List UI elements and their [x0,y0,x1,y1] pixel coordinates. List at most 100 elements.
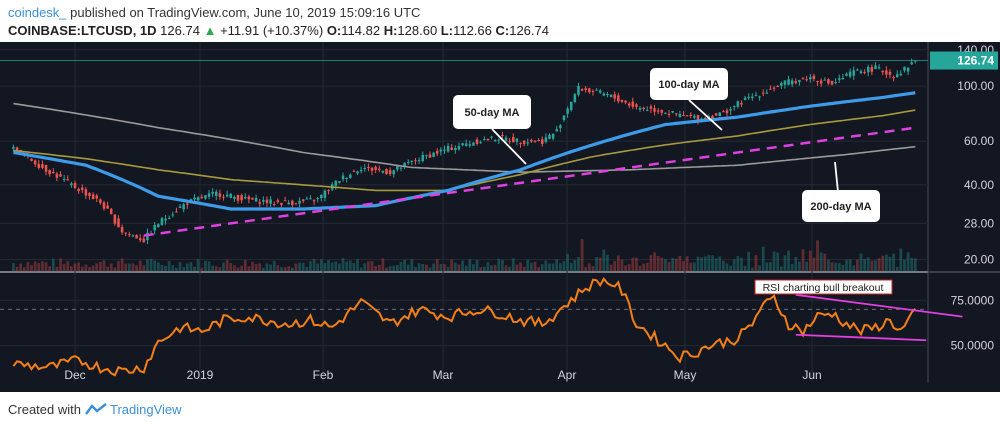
candle-body [722,111,725,113]
volume-bar [725,263,729,271]
volume-bar [696,256,700,271]
volume-bar [345,261,349,271]
volume-bar [182,267,186,271]
volume-bar [309,261,312,271]
candle-body [830,80,834,85]
volume-bar [305,266,309,271]
volume-bar [19,263,23,271]
candle-body [135,234,138,239]
candle-body [12,146,15,149]
candle-body [877,67,881,69]
candle-body [682,115,685,117]
volume-bar [555,259,559,271]
price-tick-label: 100.00 [957,79,994,93]
candle-body [501,135,504,137]
brand-name[interactable]: coindesk_ [8,5,67,20]
candle-body [128,234,131,236]
volume-bar [645,262,649,271]
volume-bar [493,264,497,271]
candle-body [160,218,164,225]
published-text: published on TradingView.com, June 10, 2… [70,5,421,20]
candle-body [740,102,743,105]
candle-body [559,125,562,129]
candle-body [73,182,77,188]
volume-bar [214,266,218,271]
volume-bar [475,259,479,271]
candle-body [421,154,424,161]
volume-bar [627,264,631,271]
candle-body [95,195,99,199]
candle-body [356,171,359,174]
volume-bar [283,267,287,271]
candle-body [381,170,385,173]
volume-bar [44,262,48,271]
candle-body [493,140,497,142]
volume-bar [772,251,776,271]
tradingview-link[interactable]: TradingView [110,402,182,417]
volume-bar [721,260,725,271]
volume-bar [584,267,588,271]
volume-bar [881,255,885,271]
volume-bar [88,267,91,271]
candle-body [109,208,113,214]
candle-body [848,71,852,77]
candle-body [718,112,721,117]
volume-bar [243,260,247,271]
rsi-support-line [795,333,927,342]
rsi-callout-box [754,279,893,295]
ma50-callout-label: 50-day MA [464,107,519,119]
open-value: 114.82 [341,23,381,38]
volume-bar [229,263,233,271]
volume-bar [888,256,892,271]
candle-body [124,232,127,234]
candle-body [566,108,569,114]
volume-bar [142,265,146,271]
volume-bar [280,267,283,271]
candle-body [816,80,819,83]
candle-body [99,199,102,203]
volume-bar [341,258,345,271]
rsi-tick-label: 50.0000 [951,339,995,353]
volume-bar [729,265,732,271]
candle-body [798,80,801,83]
candle-body [30,158,33,161]
chart-area[interactable]: 20.00 28.00 40.00 60.00 100.00 140.00 126.74 50… [0,42,1000,392]
volume-bar [22,267,26,271]
volume-bar [703,256,707,271]
chart-svg[interactable]: 20.0028.0040.0060.00100.00140.00126.7450… [0,42,1000,392]
low-label: L: [440,23,454,38]
candle-body [885,70,888,75]
volume-bar [468,259,472,271]
volume-bar [225,259,229,271]
volume-bar [453,262,457,271]
volume-bar [385,267,388,271]
volume-bar [624,265,627,271]
candle-body [446,145,450,152]
candle-body [464,143,468,146]
time-tick-label: 2019 [187,368,214,382]
candle-body [649,106,653,109]
volume-bar [884,254,888,271]
volume-bar [711,255,714,271]
volume-bar [435,258,439,271]
volume-bar [178,262,182,271]
ma50-callout-pointer [491,128,527,165]
volume-bar [439,263,443,271]
candle-body [102,202,106,209]
candle-body [787,79,790,85]
candle-body [475,139,479,144]
volume-bar [790,263,794,271]
candle-body [450,147,453,150]
candle-body [790,80,794,85]
candle-body [461,143,464,146]
candle-body [685,115,689,117]
candle-body [287,202,290,205]
candle-body [863,72,866,74]
volume-bar [15,266,19,271]
volume-bar [587,263,591,271]
volume-bar [482,266,486,271]
open-label: O: [326,23,342,38]
high-value: 128.60 [397,23,438,38]
candle-body [359,170,363,172]
volume-bar [501,260,504,271]
